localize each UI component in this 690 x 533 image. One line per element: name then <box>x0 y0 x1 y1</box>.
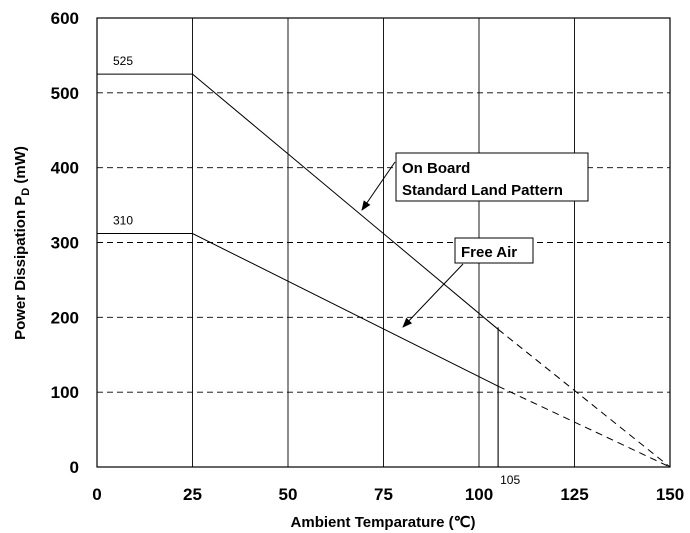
callout-free-air-arrow <box>402 263 464 328</box>
series-line-solid-on-board <box>97 73 499 330</box>
y-tick-label: 400 <box>51 159 79 178</box>
y-tick-label: 100 <box>51 383 79 402</box>
y-tick-label: 0 <box>70 458 79 477</box>
plot-border <box>96 17 671 468</box>
label-105: 105 <box>500 473 520 487</box>
label-310: 310 <box>113 214 133 228</box>
callout-on-board: On Board Standard Land Pattern <box>361 152 589 211</box>
callout-free-air: Free Air <box>402 237 534 328</box>
y-tick-label: 300 <box>51 234 79 253</box>
x-tick-label: 0 <box>92 485 101 504</box>
y-axis-label-subscript: D <box>20 188 32 196</box>
callout-on-board-line1: On Board <box>402 160 470 177</box>
series-line-dashed-free-air <box>497 385 671 468</box>
x-tick-label: 125 <box>560 485 588 504</box>
x-tick-label: 150 <box>656 485 684 504</box>
x-tick-label: 25 <box>183 485 202 504</box>
callout-on-board-box <box>395 152 589 202</box>
callout-on-board-arrow <box>361 161 396 211</box>
series-line-dashed-on-board <box>497 328 671 468</box>
y-axis-label: Power Dissipation PD (mW) <box>12 146 32 340</box>
y-axis-label-main: Power Dissipation P <box>12 196 29 340</box>
x-tick-label: 50 <box>279 485 298 504</box>
tick-labels: 0 25 50 75 100 125 150 0 100 200 300 400 500 600 <box>51 9 685 504</box>
callout-free-air-box <box>454 237 534 264</box>
y-tick-label: 500 <box>51 84 79 103</box>
y-tick-label: 200 <box>51 308 79 327</box>
x-tick-label: 100 <box>465 485 493 504</box>
annotations: 525 310 105 On Board Standard Land Pattern Fr… <box>113 54 589 487</box>
x-axis-label: Ambient Temparature (℃) <box>291 514 476 531</box>
y-axis-label-unit: (mW) <box>12 146 29 188</box>
series-line-solid-free-air <box>97 233 499 387</box>
grid <box>97 18 670 467</box>
label-525: 525 <box>113 54 133 68</box>
callout-on-board-line2: Standard Land Pattern <box>402 182 563 199</box>
callout-free-air-label: Free Air <box>461 244 517 261</box>
series-lines <box>97 73 671 468</box>
x-tick-label: 75 <box>374 485 393 504</box>
y-tick-label: 600 <box>51 9 79 28</box>
